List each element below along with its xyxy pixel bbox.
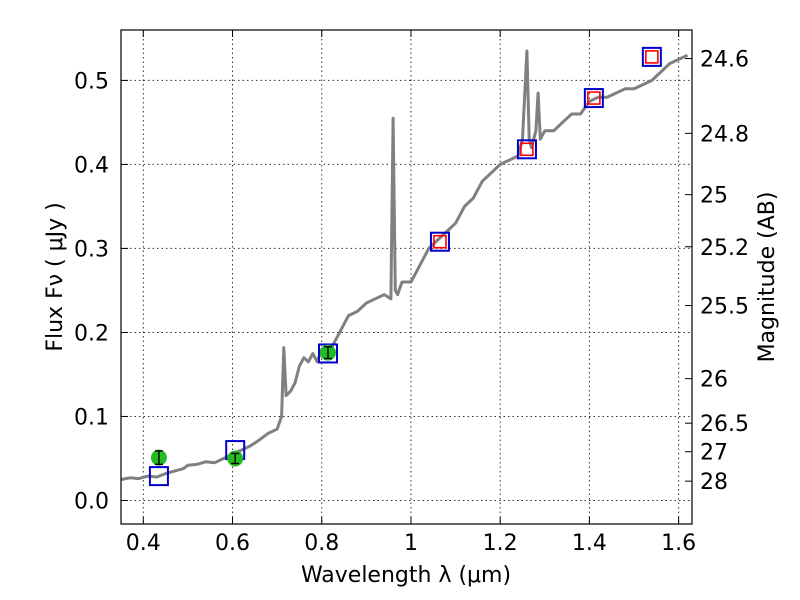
synthetic-point [433,234,447,249]
model-point [148,466,169,487]
right-tick-label: 26.5 [700,412,749,437]
x-axis-label: Wavelength λ (μm) [301,563,511,588]
y-tick-label: 0.5 [74,69,109,94]
y-tick-label: 0.1 [74,405,109,430]
x-tick-label: 0.6 [215,531,250,556]
right-tick-label: 24.8 [700,122,749,147]
x-tick-label: 1 [404,531,418,556]
synthetic-point [645,50,659,64]
synthetic-point [587,91,601,105]
synthetic-point [520,142,534,157]
grid-layer [121,30,692,524]
marker-layer [148,46,662,487]
y-axis-label: Flux Fν ( μJy ) [43,202,68,351]
right-tick-label: 26 [700,368,728,393]
right-tick-label: 25 [700,184,728,209]
model-point [583,88,604,109]
x-tick-label: 1.2 [483,531,518,556]
y-tick-label: 0.0 [74,489,109,514]
x-tick-label: 1.6 [661,531,696,556]
right-tick-label: 27 [700,441,728,466]
x-tick-label: 0.8 [304,531,339,556]
right-tick-label: 25.5 [700,295,749,320]
right-axis-label: Magnitude (AB) [755,192,780,363]
right-tick-label: 28 [700,470,728,495]
y-tick-label: 0.3 [74,237,109,262]
plot-frame [120,29,693,525]
y-tick-label: 0.2 [74,321,109,346]
x-tick-label: 0.4 [126,531,161,556]
model-point [516,139,537,160]
model-point [641,46,662,67]
x-tick-label: 1.4 [572,531,607,556]
y-tick-label: 0.4 [74,153,109,178]
right-tick-label: 24.6 [700,48,749,73]
model-point [317,343,338,364]
model-point [429,231,450,252]
tick-layer: 0.4 0.6 0.8 1 1.2 1.4 1.6 0.0 0.1 0.2 0.3 0.4 0.5 24.… [74,30,749,556]
right-tick-label: 25.2 [700,236,749,261]
